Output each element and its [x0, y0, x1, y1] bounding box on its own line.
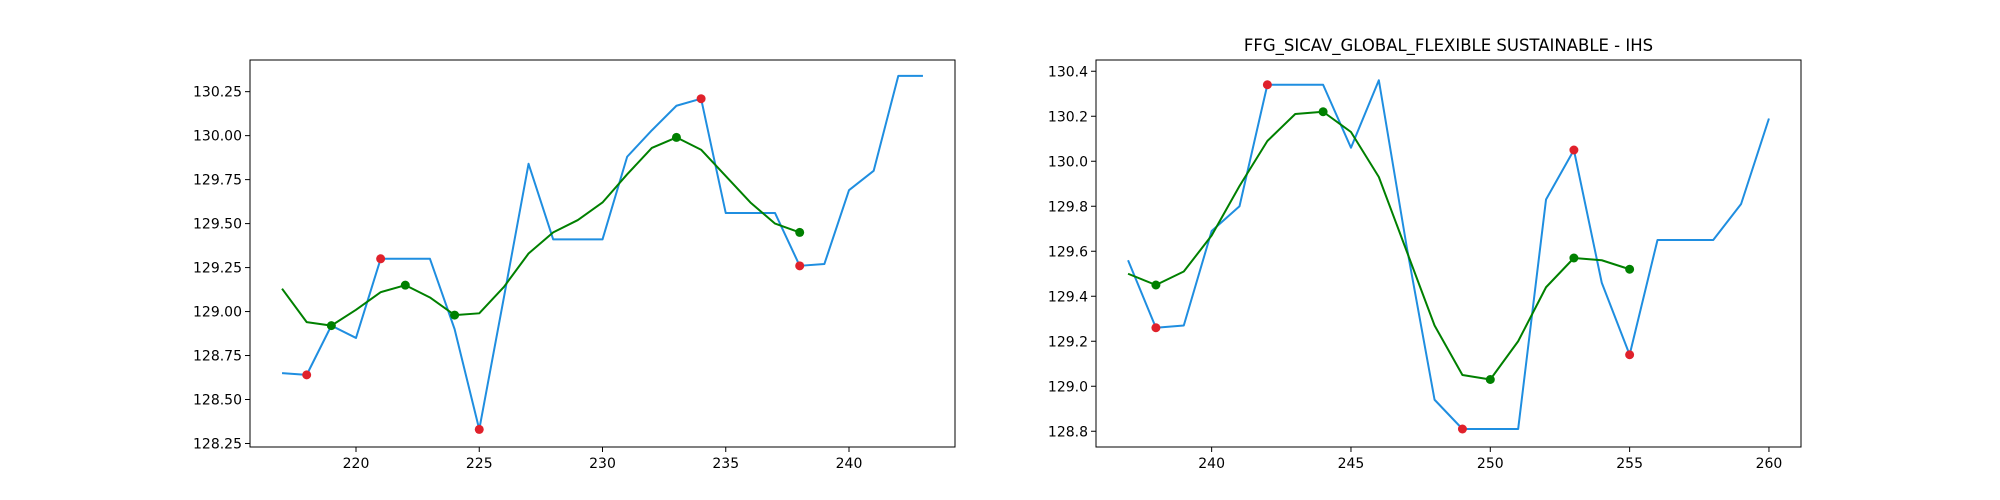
x-tick-label: 240 [1198, 456, 1225, 472]
y-tick-label: 130.25 [193, 85, 242, 101]
trough-point [400, 280, 410, 290]
peak-point [376, 254, 386, 264]
y-tick-label: 129.50 [193, 217, 242, 233]
peak-point [1569, 145, 1579, 155]
trough-point [1485, 375, 1495, 384]
y-tick-label: 130.0 [1048, 154, 1088, 170]
trough-point [1569, 253, 1579, 263]
x-tick-label: 225 [466, 456, 493, 472]
y-tick-label: 128.25 [193, 436, 242, 452]
y-tick-label: 129.2 [1048, 334, 1088, 350]
peak-point [696, 94, 706, 104]
peak-point [1457, 424, 1467, 434]
chart-title: FFG_SICAV_GLOBAL_FLEXIBLE SUSTAINABLE - … [1244, 36, 1653, 56]
y-tick-label: 129.0 [1048, 379, 1088, 395]
raw-price-line [281, 74, 923, 431]
raw-price-line [1127, 79, 1770, 430]
y-tick-label: 129.8 [1048, 199, 1088, 215]
y-tick-label: 129.4 [1048, 289, 1088, 305]
x-tick-label: 255 [1616, 456, 1643, 472]
x-tick-label: 245 [1338, 456, 1365, 472]
y-tick-label: 129.25 [193, 261, 242, 277]
y-tick-label: 129.6 [1048, 244, 1088, 260]
x-tick-label: 230 [589, 456, 616, 472]
x-tick-label: 220 [343, 456, 370, 472]
y-tick-label: 129.00 [193, 305, 242, 321]
plot-frame [1095, 59, 1802, 448]
trough-point [1318, 107, 1328, 117]
trough-point [450, 310, 460, 320]
peak-point [1262, 80, 1272, 90]
y-tick-label: 130.2 [1048, 109, 1088, 125]
x-tick-label: 235 [712, 456, 739, 472]
peak-point [302, 370, 312, 380]
trough-point [795, 227, 805, 237]
peak-point [1151, 323, 1161, 333]
peak-point [795, 261, 805, 271]
trough-point [1151, 280, 1161, 290]
right-chart: FFG_SICAV_GLOBAL_FLEXIBLE SUSTAINABLE - … [1048, 36, 1802, 472]
peak-point [1625, 350, 1635, 360]
trough-point [326, 321, 336, 331]
y-tick-label: 128.8 [1048, 424, 1088, 440]
trough-point [671, 132, 681, 142]
trough-point [1625, 264, 1635, 274]
y-tick-label: 129.75 [193, 173, 242, 189]
y-tick-label: 128.75 [193, 349, 242, 365]
x-tick-label: 260 [1756, 456, 1783, 472]
y-tick-label: 130.00 [193, 129, 242, 145]
left-chart: 220 225 230 235 240 128.25 128.50 128.75 129.00 1… [193, 59, 956, 472]
y-tick-label: 130.4 [1048, 64, 1088, 80]
smooth-price-line [1127, 110, 1630, 381]
y-tick-label: 128.50 [193, 393, 242, 409]
peak-point [474, 424, 484, 434]
x-tick-label: 250 [1477, 456, 1504, 472]
smooth-price-line [281, 136, 801, 327]
x-tick-label: 240 [836, 456, 863, 472]
